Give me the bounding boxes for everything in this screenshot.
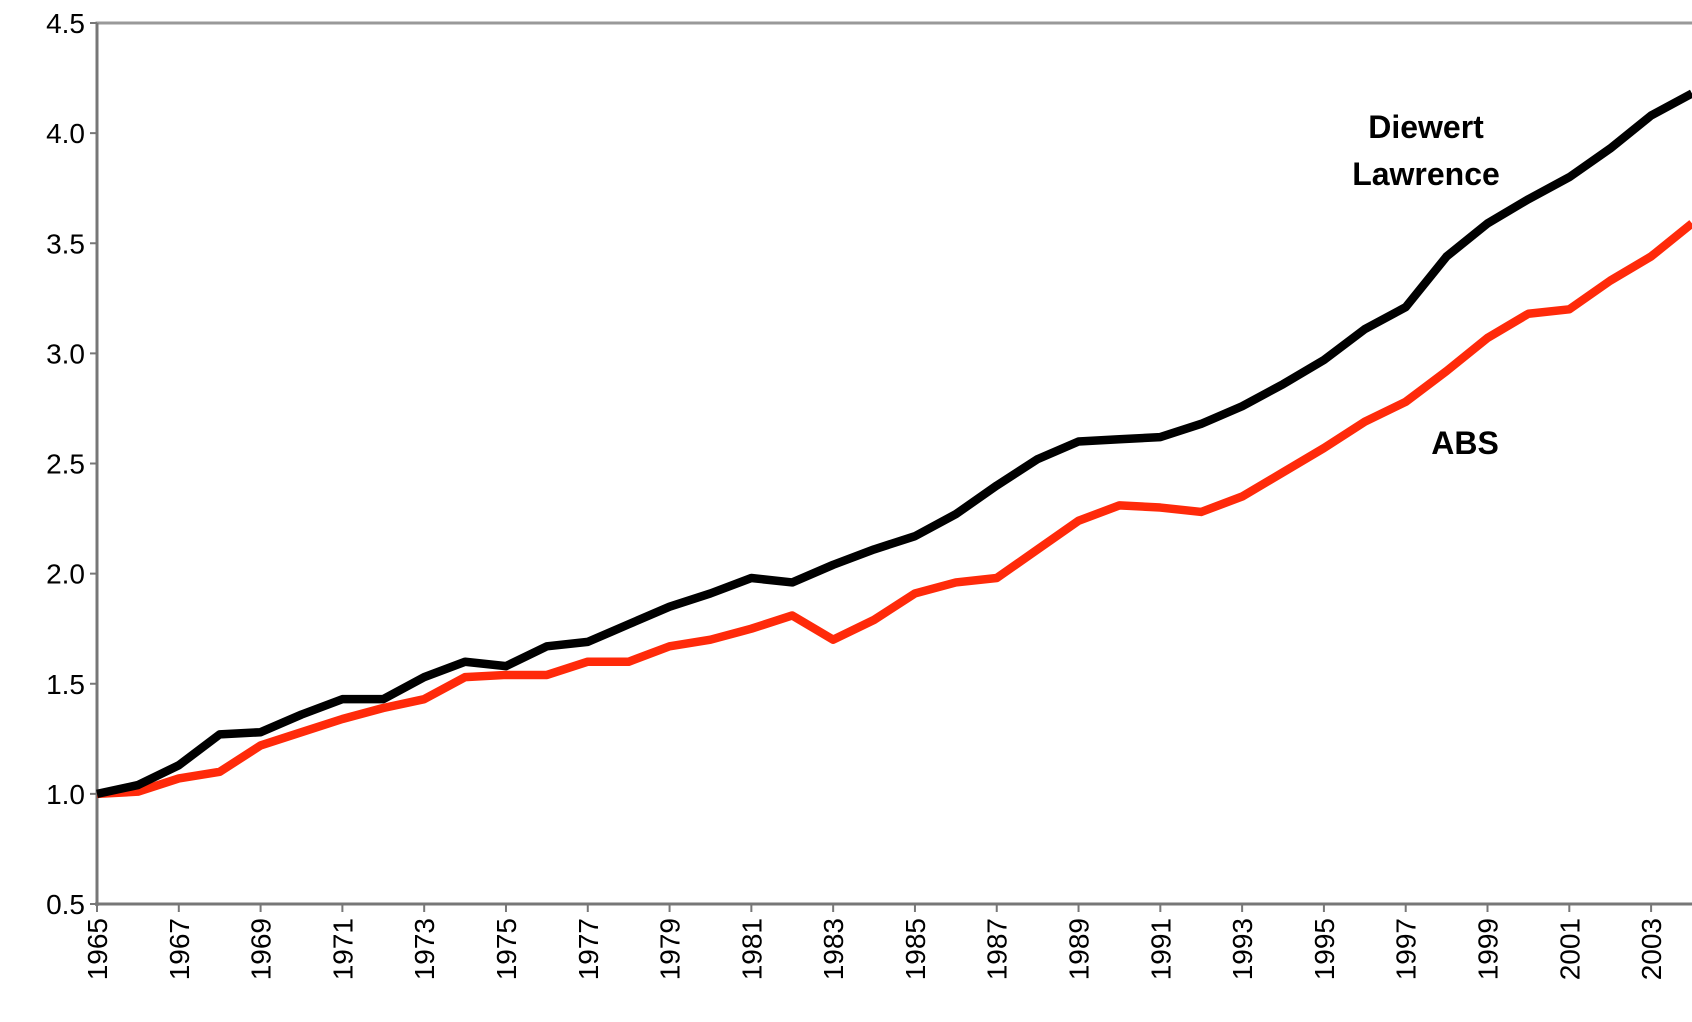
y-tick-label: 4.5 <box>46 8 85 39</box>
y-tick-label: 1.5 <box>46 669 85 700</box>
x-tick-label: 2001 <box>1554 918 1585 980</box>
x-tick-label: 1965 <box>82 918 113 980</box>
x-tick-label: 1981 <box>736 918 767 980</box>
x-tick-label: 1983 <box>818 918 849 980</box>
series-line <box>96 89 1692 799</box>
x-tick-label: 2003 <box>1636 918 1667 980</box>
x-tick-label: 1993 <box>1227 918 1258 980</box>
y-tick-label: 0.5 <box>46 889 85 920</box>
y-tick-label: 1.0 <box>46 779 85 810</box>
y-tick-label: 3.5 <box>46 228 85 259</box>
plot-area <box>95 21 1692 906</box>
y-tick-label: 4.0 <box>46 118 85 149</box>
x-tick-label: 1967 <box>164 918 195 980</box>
x-tick-label: 1975 <box>491 918 522 980</box>
x-tick-label: 1995 <box>1309 918 1340 980</box>
x-tick-label: 1999 <box>1473 918 1504 980</box>
x-tick-label: 1979 <box>655 918 686 980</box>
series-label: ABS <box>1431 425 1499 461</box>
x-tick-label: 1971 <box>327 918 358 980</box>
x-tick-label: 1969 <box>246 918 277 980</box>
series-label: Diewert Lawrence <box>1352 109 1500 192</box>
x-tick-label: 1977 <box>573 918 604 980</box>
series-line <box>96 220 1692 799</box>
x-tick-label: 1991 <box>1145 918 1176 980</box>
y-tick-label: 2.5 <box>46 449 85 480</box>
x-tick-label: 1973 <box>409 918 440 980</box>
x-tick-label: 1997 <box>1391 918 1422 980</box>
x-tick-label: 1989 <box>1064 918 1095 980</box>
y-tick-label: 3.0 <box>46 338 85 369</box>
x-tick-label: 1985 <box>900 918 931 980</box>
y-tick-label: 2.0 <box>46 559 85 590</box>
x-tick-label: 1987 <box>982 918 1013 980</box>
